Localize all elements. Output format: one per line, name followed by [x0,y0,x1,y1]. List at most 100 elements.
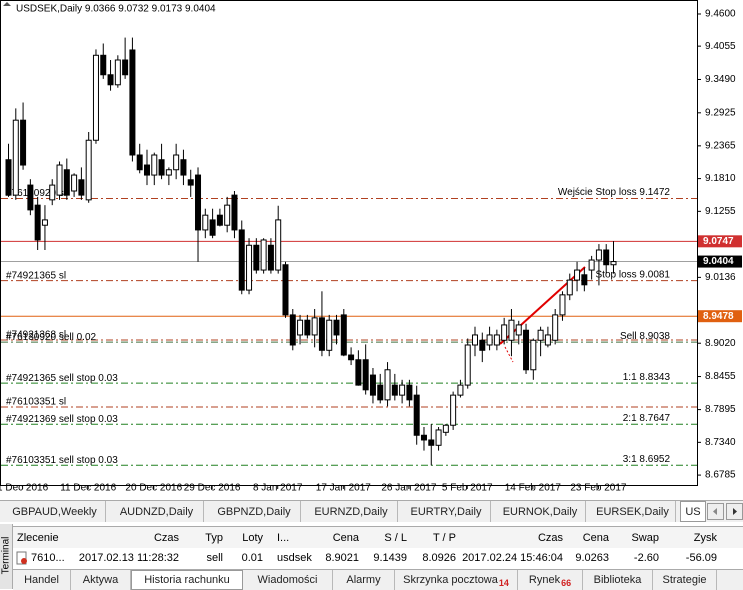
candle-body [122,59,129,76]
x-tick-label: 1 Dec 2016 [0,483,49,494]
level-left-label: #74921368 sl [6,330,66,341]
candle-body [209,219,216,236]
terminal-tab[interactable]: Rynek 66 [518,570,583,590]
candle-body [442,424,449,433]
candle-body [129,49,136,156]
candle-body [399,384,406,396]
terminal-tab[interactable]: Wiadomości [243,570,333,590]
candle-body [85,139,92,201]
y-tick-label: 8.7895 [705,404,736,415]
terminal-tab[interactable]: Biblioteka [583,570,653,590]
candle-body [340,314,347,356]
table-header-cell[interactable]: Zlecenie [17,531,59,544]
candle-body [435,429,442,446]
side-strip: Terminal [0,524,13,589]
table-header-cell[interactable]: S / L [384,531,407,544]
x-tick-label: 26 Jan 2017 [381,483,436,494]
candle-body [216,214,223,226]
candle-body [493,334,500,346]
candle-body [610,261,617,266]
table-header-cell[interactable]: Czas [537,531,563,544]
x-tick-label: 5 Feb 2017 [442,483,493,494]
scroll-left[interactable] [707,503,724,520]
terminal-tab[interactable]: Handel [13,570,71,590]
tab-scroll [707,503,743,520]
terminal-tabs: Handel Aktywa Historia rachunku Wiadomości A… [13,569,743,590]
candle-body [143,164,150,176]
table-header-cell[interactable]: Swap [631,531,659,544]
level-left-label: #76130920 sell 0.02 [6,332,97,343]
candle-body [297,319,304,336]
candle-body [253,244,260,271]
terminal-tab-label: Aktywa [82,574,119,586]
candle-body [275,219,282,271]
table-cell: 9.1439 [373,552,407,564]
chart-tab[interactable]: GBPAUD,Weekly [4,501,106,522]
table-cell: usdsek [277,552,312,564]
table-header-cell[interactable]: T / P [432,531,456,544]
table-cell: 2017.02.13 11:28:32 [78,552,179,564]
terminal-tab[interactable]: Skrzynka pocztowa 14 [395,570,518,590]
price-box [698,255,742,268]
chart-tab[interactable]: EURNZD,Daily [305,501,398,522]
table-cell: 9.0263 [575,552,609,564]
table-row[interactable]: 7610... 2017.02.13 11:28:32 sell 0.01 usdsek… [13,548,743,568]
candle-body [289,314,296,346]
y-tick-label: 8.9020 [705,338,736,349]
table-cell: sell [206,552,223,564]
candle-body [552,314,559,341]
table-header-cell[interactable]: Czas [153,531,179,544]
order-icon [16,548,30,568]
y-tick-label: 9.2925 [705,107,736,118]
chart-tab[interactable]: EURTRY,Daily [402,501,491,522]
price-box [698,310,742,323]
table-header-cell[interactable]: I... [277,531,290,544]
price-label: 8.9478 [703,311,734,322]
price-box [698,235,742,248]
candle-body [588,259,595,271]
level-right-label: 3:1 8.6952 [623,454,671,465]
table-header-cell[interactable]: Loty [242,531,263,544]
y-tick-label: 9.4600 [705,9,736,20]
x-tick-label: 14 Feb 2017 [505,483,562,494]
candle-body [282,264,289,316]
terminal-tab-label: Handel [24,574,59,586]
candle-body [595,249,602,261]
candle-body [362,359,369,391]
table-header-cell[interactable]: Cena [582,531,609,544]
candle-body [27,184,34,211]
terminal-tab[interactable]: Aktywa [71,570,131,590]
y-tick-label: 8.7340 [705,437,736,448]
candle-body [420,434,427,441]
terminal-tab[interactable]: Alarmy [333,570,395,590]
candle-body [544,334,551,346]
level-left-label: #76130920 sl [6,188,66,199]
side-label: Terminal [0,536,12,575]
candle-body [515,324,522,336]
candle-body [574,269,581,281]
level-right-label: Wejście Stop loss 9.1472 [558,187,671,198]
candle-body [304,319,311,336]
chart-tab[interactable]: US [680,501,706,522]
candle-body [267,244,274,271]
table-header-cell[interactable]: Typ [205,531,223,544]
terminal-tab[interactable]: Historia rachunku [131,570,243,590]
y-tick-label: 9.1810 [705,173,736,184]
y-tick-label: 8.6785 [705,470,736,481]
candle-body [355,359,362,386]
level-left-label: #74921365 sell stop 0.03 [6,373,118,384]
y-tick-label: 9.1255 [705,206,736,217]
candle-body [326,319,333,351]
table-header-cell[interactable]: Zysk [693,531,717,544]
x-tick-label: 17 Jan 2017 [316,483,371,494]
table-header-cell[interactable]: Cena [332,531,359,544]
chart-tab[interactable]: EURSEK,Daily [590,501,676,522]
chart-tab[interactable]: GBPNZD,Daily [208,501,301,522]
chart-tab[interactable]: AUDNZD,Daily [110,501,204,522]
scroll-right[interactable] [726,503,743,520]
candle-body [508,319,515,341]
terminal-tab[interactable]: Strategie [653,570,717,590]
terminal-tab-badge: 66 [561,578,572,588]
terminal-tab-label: Skrzynka pocztowa [403,574,498,586]
chart-tab[interactable]: EURNOK,Daily [495,501,586,522]
